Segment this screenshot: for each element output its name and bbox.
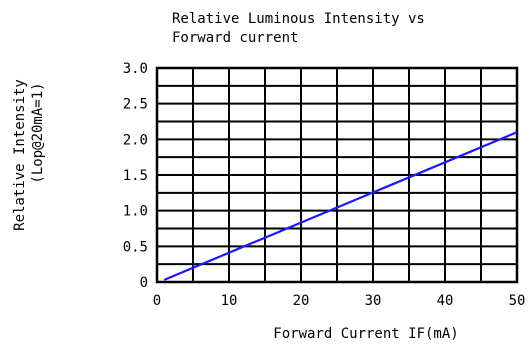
x-tick-label: 40	[437, 293, 454, 309]
y-tick-label: 1.5	[123, 168, 148, 184]
x-tick-label: 50	[509, 293, 526, 309]
y-tick-labels: 0 0.5 1.0 1.5 2.0 2.5 3.0	[123, 61, 148, 291]
series-line-0	[163, 131, 518, 281]
plot-frame	[155, 66, 519, 284]
x-tick-labels: 0 10 20 30 40 50	[153, 293, 526, 309]
y-tick-label: 2.0	[123, 132, 148, 148]
y-axis-label-line-2: (Lop@20mA=1)	[30, 82, 46, 183]
y-axis-label-line-1: Relative Intensity	[12, 79, 28, 231]
grid	[157, 68, 517, 282]
x-tick-label: 20	[293, 293, 310, 309]
y-tick-label: 2.5	[123, 97, 148, 113]
chart-title-line-2: Forward current	[172, 30, 298, 46]
x-axis-label: Forward Current IF(mA)	[273, 326, 458, 342]
series-layer	[163, 131, 518, 281]
x-tick-label: 30	[365, 293, 382, 309]
y-tick-label: 3.0	[123, 61, 148, 77]
y-tick-label: 0.5	[123, 239, 148, 255]
y-tick-label: 0	[140, 275, 148, 291]
chart-title-line-1: Relative Luminous Intensity vs	[172, 11, 425, 27]
x-tick-label: 0	[153, 293, 161, 309]
x-tick-label: 10	[221, 293, 238, 309]
y-tick-label: 1.0	[123, 204, 148, 220]
